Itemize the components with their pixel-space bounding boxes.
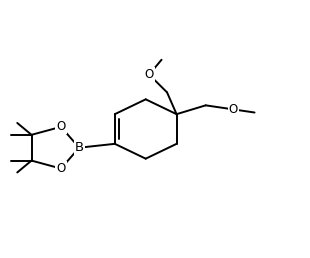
Text: O: O bbox=[228, 103, 238, 116]
Text: O: O bbox=[56, 120, 66, 133]
Text: O: O bbox=[56, 162, 66, 175]
Text: O: O bbox=[144, 68, 154, 81]
Text: B: B bbox=[75, 141, 84, 154]
